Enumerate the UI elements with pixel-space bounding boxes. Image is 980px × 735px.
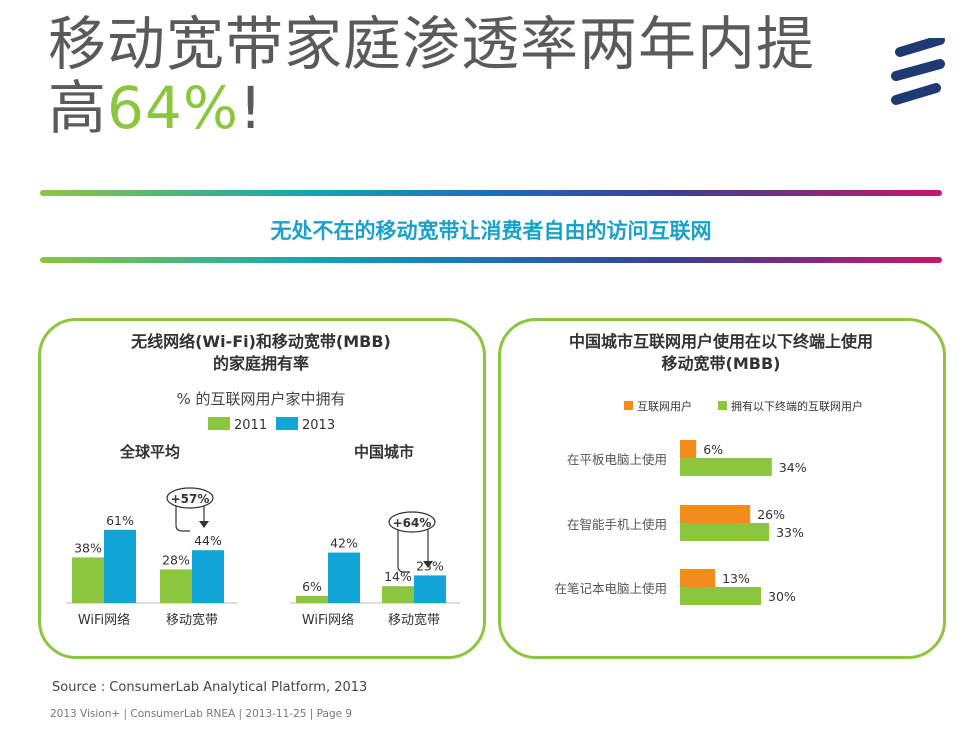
hbar-label-1-0: 26%: [757, 507, 785, 522]
bottom-gradient-divider: [40, 257, 942, 263]
hbar-0-0: [680, 440, 697, 458]
bar-0-1-1: [192, 550, 224, 603]
hbar-1-1: [680, 523, 770, 541]
left-panel-title: 无线网络(Wi-Fi)和移动宽带(MBB) 的家庭拥有率: [40, 331, 482, 375]
category-label-0-0: WiFi网络: [78, 612, 130, 628]
bar-1-1-0: [382, 586, 414, 603]
device-label-1: 在智能手机上使用: [567, 517, 667, 532]
bar-label-0-1-0: 28%: [162, 552, 190, 567]
bar-0-0-1: [104, 529, 136, 603]
hbar-label-0-0: 6%: [703, 442, 723, 457]
hbar-1-0: [680, 505, 751, 523]
category-label-1-1: 移动宽带: [388, 612, 440, 628]
bar-label-0-0-0: 38%: [74, 540, 102, 555]
legend-swatch-2011: [208, 417, 230, 430]
left-bar-charts: 2011 2013 全球平均 中国城市 +57% +64% 38% 61% WiFi…: [66, 417, 460, 628]
left-title-line-2: 的家庭拥有率: [212, 354, 309, 373]
bar-0-1-0: [160, 569, 192, 603]
hbar-label-1-1: 33%: [776, 525, 804, 540]
growth-label-china: +64%: [393, 516, 432, 530]
page-footer: 2013 Vision+ | ConsumerLab RNEA | 2013-1…: [50, 708, 353, 720]
growth-annotation-global: +57%: [166, 487, 214, 532]
right-panel-title: 中国城市互联网用户使用在以下终端上使用 移动宽带(MBB): [500, 331, 942, 375]
left-title-line-1: 无线网络(Wi-Fi)和移动宽带(MBB): [131, 332, 391, 351]
chart-title-china: 中国城市: [354, 443, 414, 461]
bar-label-0-0-1: 61%: [106, 513, 134, 528]
bar-label-1-1-0: 14%: [384, 569, 412, 584]
title-line-2: 高64%!: [48, 76, 848, 140]
right-bar-chart: 互联网用户 拥有以下终端的互联网用户 在平板电脑上使用 6% 34% 在智能手机上使用…: [554, 399, 863, 605]
ericsson-logo-icon: [891, 38, 945, 105]
title-line-1: 移动宽带家庭渗透率两年内提: [48, 10, 816, 78]
source-note: Source : ConsumerLab Analytical Platform…: [52, 680, 368, 695]
bar-1-0-1: [328, 552, 360, 603]
left-panel-subtitle: % 的互联网用户家中拥有: [176, 390, 346, 408]
right-title-line-2: 移动宽带(MBB): [661, 354, 781, 373]
legend-swatch-device-owners: [718, 401, 727, 410]
banner-text: 无处不在的移动宽带让消费者自由的访问互联网: [270, 219, 712, 243]
category-label-0-1: 移动宽带: [166, 612, 218, 628]
right-title-line-1: 中国城市互联网用户使用在以下终端上使用: [568, 332, 873, 351]
top-gradient-divider: [40, 190, 942, 196]
hbar-label-0-1: 34%: [779, 460, 807, 475]
bar-1-1-1: [414, 575, 446, 603]
bar-1-0-0: [296, 595, 328, 603]
legend-swatch-2013: [276, 417, 298, 430]
legend-label-2013: 2013: [302, 418, 335, 433]
title-prefix: 高: [48, 74, 108, 142]
bar-label-1-0-1: 42%: [330, 536, 358, 551]
device-label-0: 在平板电脑上使用: [567, 452, 667, 467]
legend-swatch-internet-users: [624, 401, 633, 410]
hbar-2-0: [680, 569, 716, 587]
hbar-0-1: [680, 458, 772, 476]
hbar-label-2-1: 30%: [768, 589, 796, 604]
page-title: 移动宽带家庭渗透率两年内提 高64%!: [48, 12, 848, 140]
bar-label-0-1-1: 44%: [194, 533, 222, 548]
legend-label-2011: 2011: [234, 418, 267, 433]
device-label-2: 在笔记本电脑上使用: [554, 581, 667, 596]
chart-title-global: 全球平均: [119, 443, 180, 461]
growth-label-global: +57%: [171, 492, 210, 506]
bar-0-0-0: [72, 557, 104, 603]
bar-label-1-0-0: 6%: [302, 579, 322, 594]
bar-label-1-1-1: 23%: [416, 558, 444, 573]
growth-annotation-china: +64%: [388, 511, 436, 573]
hbar-label-2-0: 13%: [722, 571, 750, 586]
title-suffix: !: [238, 74, 264, 142]
legend-label-internet-users: 互联网用户: [637, 399, 692, 413]
title-highlight: 64%: [107, 74, 239, 142]
hbar-2-1: [680, 587, 761, 605]
legend-label-device-owners: 拥有以下终端的互联网用户: [731, 399, 863, 413]
category-label-1-0: WiFi网络: [302, 612, 354, 628]
